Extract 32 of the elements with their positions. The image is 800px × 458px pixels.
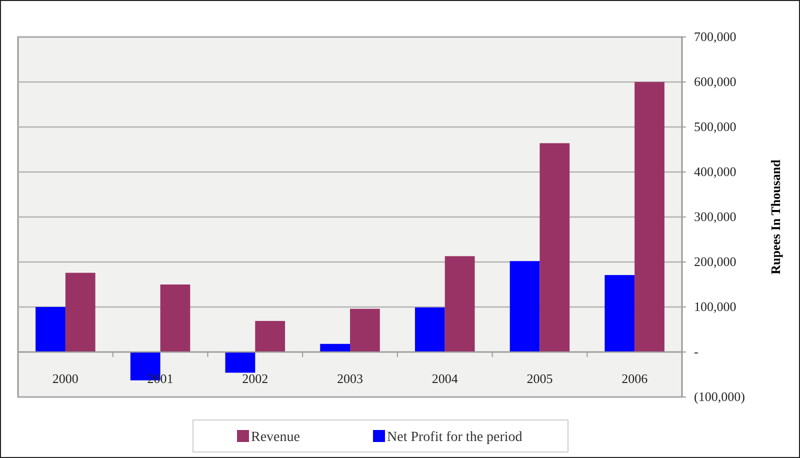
y-tick-label: (100,000) <box>694 389 745 404</box>
legend-label: Net Profit for the period <box>387 430 522 445</box>
legend-label: Revenue <box>251 430 300 445</box>
bar <box>414 307 445 352</box>
bar <box>604 275 635 352</box>
bar <box>320 344 350 352</box>
y-tick-label: 100,000 <box>694 299 736 314</box>
bar <box>540 143 570 352</box>
x-tick-label: 2003 <box>337 371 363 386</box>
y-tick-label: 400,000 <box>694 164 736 180</box>
x-tick-label: 2006 <box>622 371 648 386</box>
y-tick-label: 700,000 <box>694 29 736 44</box>
bar <box>255 320 286 352</box>
bar <box>225 352 256 373</box>
x-tick-label: 2000 <box>52 371 78 386</box>
x-tick-label: 2005 <box>526 371 553 386</box>
bar <box>36 307 66 352</box>
x-tick-label: 2002 <box>242 371 268 386</box>
y-tick-label: - <box>694 344 698 360</box>
y-axis-title: Rupees In Thousand <box>768 158 783 274</box>
bar <box>160 284 190 352</box>
bar <box>350 308 380 352</box>
bar <box>65 272 96 352</box>
x-tick-label: 2001 <box>147 371 174 386</box>
bar <box>510 261 540 352</box>
y-tick-label: 600,000 <box>694 74 736 90</box>
y-tick-label: 300,000 <box>694 209 736 224</box>
y-tick-label: 200,000 <box>694 254 736 270</box>
bar <box>444 256 475 352</box>
x-tick-label: 2004 <box>432 371 458 386</box>
y-tick-label: 500,000 <box>694 119 736 134</box>
bar <box>634 82 664 352</box>
